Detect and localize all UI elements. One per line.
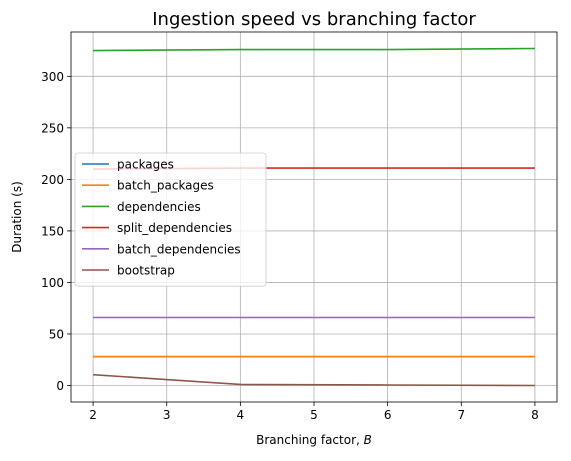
x-axis-label-variable: B — [364, 433, 372, 447]
y-tick-label: 300 — [41, 70, 64, 84]
legend-label: split_dependencies — [117, 221, 232, 235]
y-tick-label: 150 — [41, 224, 64, 238]
legend: packages batch_packages dependencies split_… — [74, 152, 267, 287]
legend-label: bootstrap — [117, 264, 175, 278]
x-tick-label: 5 — [310, 408, 318, 422]
legend-label: packages — [117, 158, 174, 172]
legend-label: batch_packages — [117, 179, 214, 193]
x-axis-ticks: 2 3 4 5 6 7 8 — [89, 402, 539, 422]
y-tick-label: 100 — [41, 276, 64, 290]
chart-title: Ingestion speed vs branching factor — [152, 9, 476, 30]
x-tick-label: 3 — [163, 408, 171, 422]
y-tick-label: 200 — [41, 173, 64, 187]
y-axis-label: Duration (s) — [10, 181, 24, 253]
x-tick-label: 8 — [531, 408, 539, 422]
x-tick-label: 2 — [89, 408, 97, 422]
legend-label: batch_dependencies — [117, 242, 241, 256]
x-axis-label: Branching factor, B — [256, 433, 372, 447]
y-tick-label: 250 — [41, 121, 64, 135]
y-axis-ticks: 0 50 100 150 200 250 300 — [41, 70, 71, 393]
x-axis-label-text: Branching factor, — [256, 433, 363, 447]
y-tick-label: 0 — [56, 379, 64, 393]
series-line-dependencies — [93, 47, 535, 52]
legend-label: dependencies — [117, 200, 201, 214]
y-tick-label: 50 — [49, 327, 64, 341]
x-tick-label: 4 — [237, 408, 245, 422]
x-tick-label: 6 — [384, 408, 392, 422]
series-line-bootstrap — [93, 373, 535, 387]
x-tick-label: 7 — [457, 408, 465, 422]
legend-box — [74, 152, 267, 287]
